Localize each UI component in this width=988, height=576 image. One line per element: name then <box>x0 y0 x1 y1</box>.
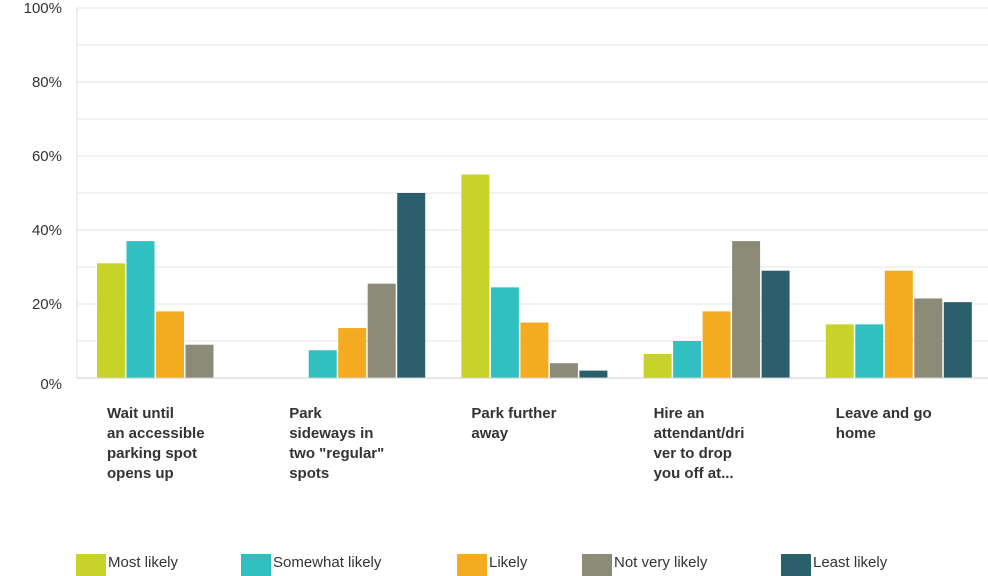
y-tick-label: 20% <box>32 296 62 313</box>
legend-swatch <box>76 554 106 576</box>
legend-label: Likely <box>489 554 528 571</box>
bar <box>185 344 214 378</box>
bars <box>97 174 972 378</box>
x-category-label-line: ver to drop <box>654 445 732 462</box>
x-category-label-line: opens up <box>107 465 174 482</box>
legend-label: Least likely <box>813 554 888 571</box>
y-tick-label: 60% <box>32 148 62 165</box>
bar <box>338 328 367 378</box>
bar <box>490 287 519 378</box>
bar <box>579 370 608 378</box>
x-axis: Wait until an accessible parking spot opens… <box>77 377 988 482</box>
x-category-label: Hire an attendant/dri ver to drop you off a… <box>654 405 745 482</box>
x-category-label-line: attendant/dri <box>654 425 745 442</box>
bar <box>914 298 943 378</box>
x-category-label: Wait until an accessible parking spot opens… <box>107 405 205 482</box>
legend-swatch <box>241 554 271 576</box>
y-tick-label: 0% <box>40 376 62 393</box>
bar <box>156 311 184 378</box>
bar <box>367 283 396 378</box>
bar <box>702 311 731 378</box>
x-category-label: Park sideways in two "regular" spots <box>289 405 384 482</box>
x-category-label-line: Hire an <box>654 405 705 422</box>
legend-label: Most likely <box>108 554 179 571</box>
x-category-label-line: sideways in <box>289 425 373 442</box>
x-category-label-line: parking spot <box>107 445 197 462</box>
x-category-label: Park further away <box>471 405 556 442</box>
bar <box>761 270 790 378</box>
x-category-label-line: two "regular" <box>289 445 384 462</box>
bar <box>126 241 155 378</box>
legend-swatch <box>781 554 811 576</box>
bar <box>520 322 549 378</box>
bar <box>308 350 337 378</box>
x-category-label-line: you off at... <box>654 465 734 482</box>
bar <box>673 341 702 378</box>
bar <box>549 363 578 378</box>
bar <box>855 324 884 378</box>
y-tick-label: 40% <box>32 222 62 239</box>
x-category-label-line: spots <box>289 465 329 482</box>
y-axis: 0% 20% 40% 60% 80% 100% <box>24 0 78 393</box>
bar <box>643 353 672 378</box>
x-category-label-line: Park <box>289 405 322 422</box>
x-category-label-line: Wait until <box>107 405 174 422</box>
bar <box>397 193 426 378</box>
x-category-label-line: an accessible <box>107 425 205 442</box>
legend-swatch <box>457 554 487 576</box>
x-category-label-line: Leave and go <box>836 405 932 422</box>
x-category-label-line: home <box>836 425 876 442</box>
x-category-label: Leave and go home <box>836 405 932 442</box>
legend-label: Not very likely <box>614 554 708 571</box>
y-tick-label: 100% <box>24 0 62 17</box>
bar <box>943 302 972 378</box>
x-category-label-line: away <box>471 425 508 442</box>
bar <box>461 174 490 378</box>
legend-label: Somewhat likely <box>273 554 382 571</box>
bar <box>825 324 854 378</box>
y-tick-label: 80% <box>32 74 62 91</box>
legend: Most likely Somewhat likely Likely Not very… <box>76 554 888 576</box>
bar <box>732 241 761 378</box>
bar <box>97 263 125 378</box>
gridlines <box>77 7 988 342</box>
x-category-label-line: Park further <box>471 405 556 422</box>
legend-swatch <box>582 554 612 576</box>
bar <box>884 270 913 378</box>
